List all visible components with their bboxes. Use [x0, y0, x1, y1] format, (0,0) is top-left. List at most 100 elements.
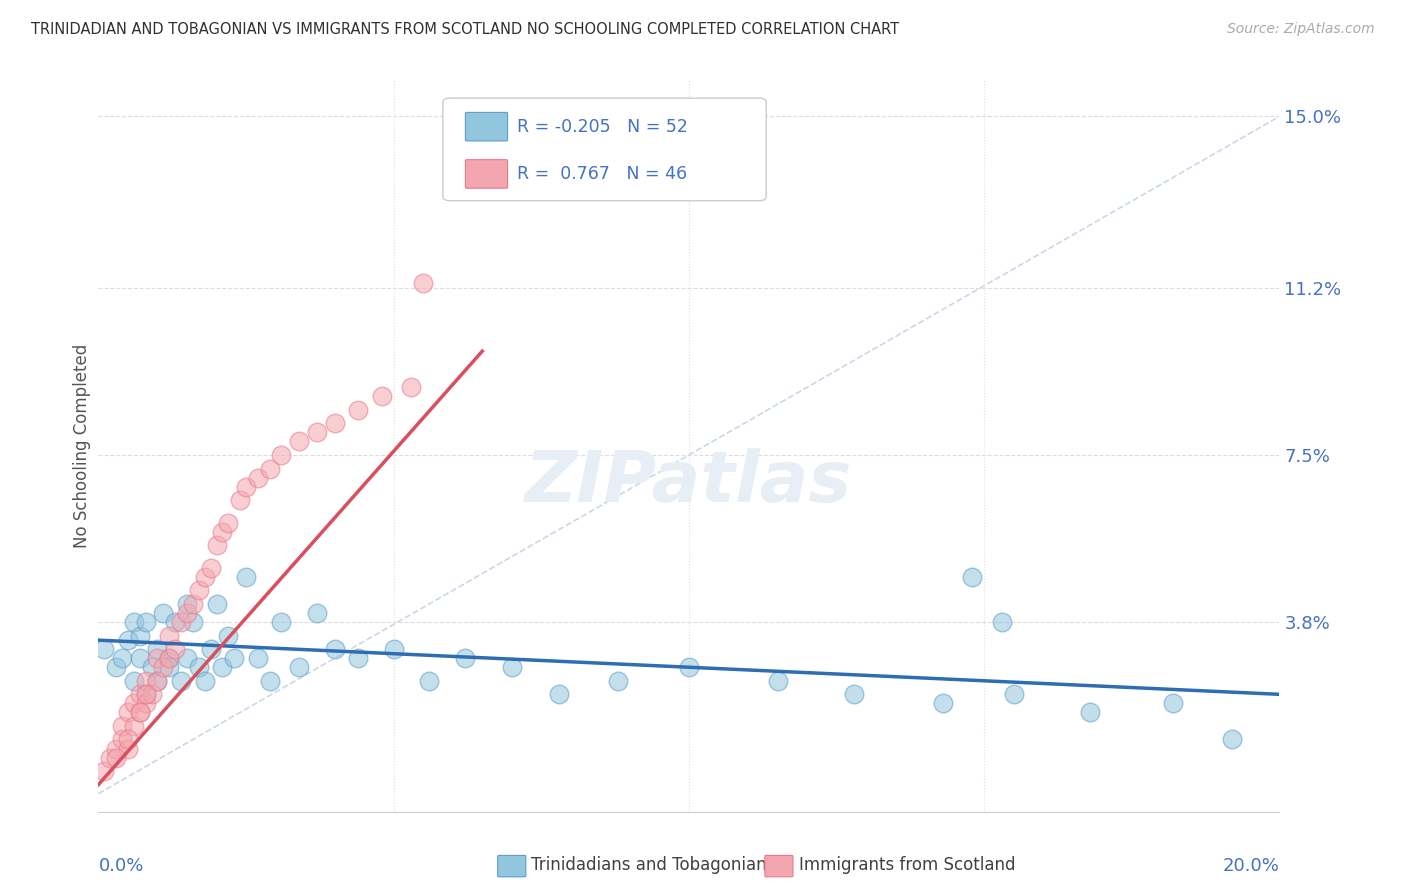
Point [205, 597, 228, 611]
Point [105, 750, 128, 764]
Point [270, 448, 292, 462]
Point [323, 642, 346, 657]
Point [288, 434, 311, 449]
Point [165, 642, 187, 657]
Point [135, 687, 157, 701]
Point [135, 697, 157, 711]
Point [128, 651, 150, 665]
Point [211, 660, 233, 674]
Point [135, 673, 157, 688]
Point [246, 651, 269, 665]
Point [932, 697, 955, 711]
Point [235, 480, 257, 494]
Point [135, 615, 157, 629]
Point [501, 660, 523, 674]
Point [347, 403, 370, 417]
Point [1002, 687, 1025, 701]
Point [229, 493, 252, 508]
Point [259, 673, 281, 688]
Point [117, 633, 139, 648]
Point [146, 673, 169, 688]
Text: Trinidadians and Tobagonians: Trinidadians and Tobagonians [531, 856, 776, 874]
Point [135, 687, 157, 701]
Point [111, 719, 134, 733]
Point [128, 629, 150, 643]
Point [141, 687, 163, 701]
Text: 0.0%: 0.0% [98, 857, 143, 875]
Point [128, 687, 150, 701]
Point [170, 673, 193, 688]
Point [157, 651, 180, 665]
Point [105, 660, 128, 674]
Point [157, 651, 180, 665]
Point [152, 660, 174, 674]
Point [187, 583, 209, 598]
Point [401, 380, 423, 394]
Point [607, 673, 630, 688]
Point [141, 660, 163, 674]
Point [117, 741, 139, 756]
Point [93, 642, 115, 657]
Point [122, 615, 145, 629]
Text: ZIPatlas: ZIPatlas [526, 448, 852, 517]
Point [962, 570, 984, 584]
Point [146, 642, 169, 657]
Point [152, 606, 174, 620]
Point [678, 660, 700, 674]
Point [170, 615, 193, 629]
Point [157, 629, 180, 643]
Point [991, 615, 1014, 629]
Point [371, 389, 394, 403]
Point [205, 538, 228, 552]
Point [259, 461, 281, 475]
Point [128, 706, 150, 720]
Point [305, 425, 328, 440]
Point [323, 417, 346, 431]
Point [181, 615, 204, 629]
Point [93, 764, 115, 778]
Point [270, 615, 292, 629]
Point [1161, 697, 1184, 711]
Point [98, 750, 121, 764]
Point [211, 524, 233, 539]
Point [146, 673, 169, 688]
Point [176, 651, 198, 665]
Point [235, 570, 257, 584]
Point [766, 673, 789, 688]
Point [128, 706, 150, 720]
Text: TRINIDADIAN AND TOBAGONIAN VS IMMIGRANTS FROM SCOTLAND NO SCHOOLING COMPLETED CO: TRINIDADIAN AND TOBAGONIAN VS IMMIGRANTS… [31, 22, 898, 37]
Point [288, 660, 311, 674]
Point [181, 597, 204, 611]
Point [194, 673, 217, 688]
Point [194, 570, 217, 584]
Text: R = -0.205   N = 52: R = -0.205 N = 52 [517, 118, 689, 136]
Text: Source: ZipAtlas.com: Source: ZipAtlas.com [1227, 22, 1375, 37]
Point [548, 687, 571, 701]
Point [111, 732, 134, 747]
Point [453, 651, 475, 665]
Text: R =  0.767   N = 46: R = 0.767 N = 46 [517, 165, 688, 183]
Point [117, 732, 139, 747]
Point [200, 561, 222, 575]
Point [176, 606, 198, 620]
Text: 20.0%: 20.0% [1223, 857, 1279, 875]
Text: Immigrants from Scotland: Immigrants from Scotland [799, 856, 1015, 874]
Point [105, 741, 128, 756]
Point [844, 687, 866, 701]
Point [157, 660, 180, 674]
Point [200, 642, 222, 657]
Point [224, 651, 246, 665]
Point [122, 719, 145, 733]
Point [1220, 732, 1243, 747]
Point [187, 660, 209, 674]
Point [418, 673, 440, 688]
Point [246, 470, 269, 484]
Point [165, 615, 187, 629]
Point [412, 277, 434, 291]
Point [347, 651, 370, 665]
Point [122, 697, 145, 711]
Point [117, 706, 139, 720]
Point [305, 606, 328, 620]
Point [122, 673, 145, 688]
Y-axis label: No Schooling Completed: No Schooling Completed [73, 344, 91, 548]
